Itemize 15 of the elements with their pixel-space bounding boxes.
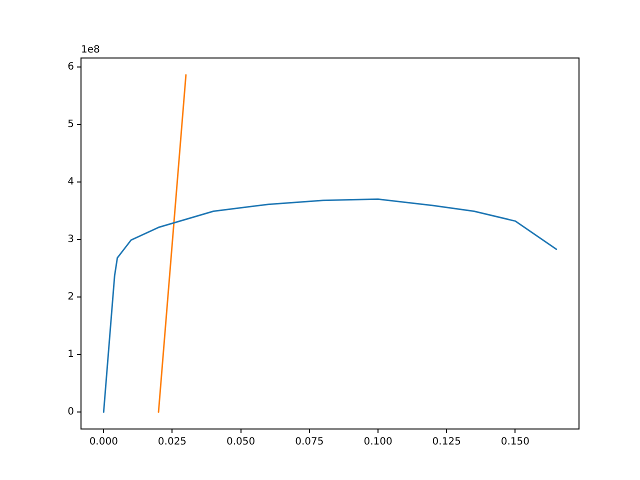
y-tick-label: 0 — [68, 406, 74, 418]
x-tick-label: 0.125 — [432, 436, 461, 448]
text: 1e8 — [81, 44, 100, 56]
y-tick-label: 6 — [68, 61, 74, 72]
y-tick-label: 5 — [68, 118, 74, 130]
y-tick-label: 1 — [68, 349, 74, 360]
x-tick-label: 0.150 — [500, 436, 530, 448]
y-tick-label: 2 — [68, 292, 74, 303]
x-tick-label: 0.050 — [226, 436, 256, 448]
x-tick-label: 0.075 — [295, 436, 324, 448]
x-tick-label: 0.000 — [89, 436, 118, 448]
y-tick-label: 3 — [68, 234, 74, 246]
y-tick-label: 4 — [68, 176, 74, 188]
x-tick-label: 0.025 — [158, 436, 187, 448]
x-tick-label: 0.100 — [364, 436, 392, 448]
